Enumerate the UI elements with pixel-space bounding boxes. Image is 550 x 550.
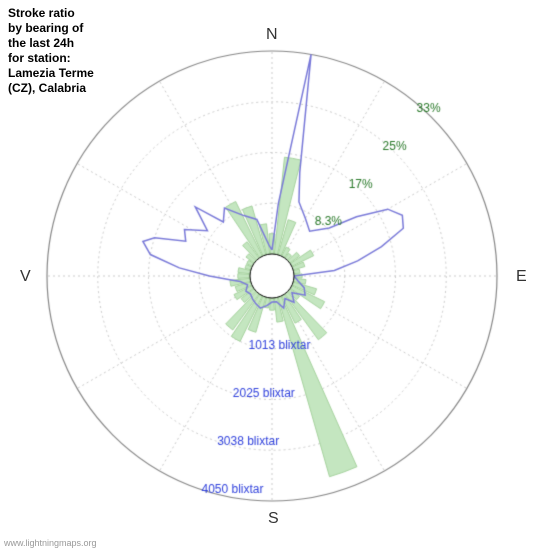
compass-north: N — [266, 26, 278, 44]
compass-south: S — [268, 510, 279, 528]
credit-text: www.lightningmaps.org — [4, 538, 97, 548]
chart-title: Stroke ratio by bearing of the last 24h … — [8, 6, 94, 96]
compass-west: V — [20, 268, 31, 286]
compass-east: E — [516, 268, 527, 286]
